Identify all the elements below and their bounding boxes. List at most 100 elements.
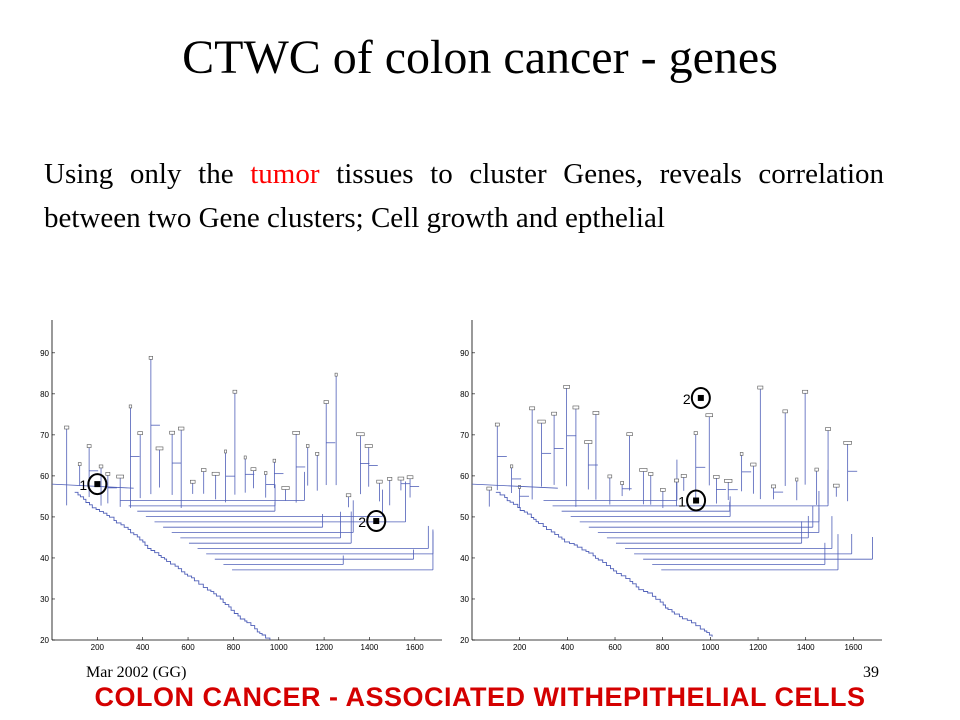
dendrogram-leaf-box [377, 480, 382, 483]
x-tick-label: 1400 [361, 643, 379, 652]
dendrogram-leaf-box [87, 445, 91, 448]
dendrogram-leaf-box [538, 420, 545, 423]
dendrogram-leaf-box [803, 390, 808, 393]
cluster-marker-dot [693, 498, 699, 504]
x-tick-label: 200 [513, 643, 527, 652]
dendrogram-leaf-box [365, 445, 372, 448]
dendrogram-leaf-box [758, 386, 763, 389]
dendrogram-leaf-box [694, 432, 697, 435]
dendrogram-leaf-box [844, 441, 852, 444]
dendrogram-leaf-box [138, 432, 143, 435]
dendrogram-left-plot: 2030405060708090200 400 600 800 1000 1200 1400… [30, 312, 450, 652]
dendrogram-top-link [472, 484, 558, 488]
y-tick-label: 90 [460, 349, 469, 358]
dendrogram-leaf-box [106, 472, 110, 475]
dendrogram-leaf-box [388, 477, 392, 480]
y-tick-label: 30 [460, 595, 469, 604]
dendrogram-leaf-box [316, 452, 319, 455]
dendrogram-right-plot: 20 30 40 50 60 70 80 90 200 400 600 800 1000 1200 1400… [450, 312, 890, 652]
x-tick-label: 800 [227, 643, 241, 652]
dendrogram-leaf-box [564, 385, 570, 388]
dendrogram-leaf-box [706, 414, 713, 417]
dendrogram-leaf-box [357, 433, 365, 436]
footer-banner: COLON CANCER - ASSOCIATED WITHEPITHELIAL… [0, 682, 960, 713]
x-tick-label: 1600 [406, 643, 424, 652]
dendrogram-leaf-box [201, 469, 206, 472]
y-tick-label: 40 [40, 554, 49, 563]
dendrogram-leaf-box [771, 485, 775, 488]
y-tick-label: 90 [40, 349, 49, 358]
dendrogram-leaf-box [649, 472, 653, 475]
x-tick-label: 600 [181, 643, 195, 652]
dendrogram-leaf-box [674, 479, 678, 482]
dendrogram-leaf-box [273, 459, 276, 462]
dendrogram-leaf-box [346, 494, 351, 497]
dendrogram-leaf-box [833, 484, 839, 487]
dendrogram-leaf-box [156, 447, 163, 450]
dendrogram-left: 20 30 40 50 60 70 80 90 200 400 600 800 1000 1200 1400… [30, 312, 450, 652]
y-tick-label: 20 [460, 636, 469, 645]
dendrogram-leaf-box [224, 450, 226, 453]
dendrogram-leaf-box [149, 356, 153, 359]
slide-title: CTWC of colon cancer - genes [0, 30, 960, 85]
y-tick-label: 50 [460, 513, 469, 522]
dendrogram-leaf-box [751, 463, 756, 466]
dendrogram-leaf-box [714, 475, 720, 478]
dendrogram-leaf-box [495, 423, 499, 426]
y-tick-label: 60 [460, 472, 469, 481]
dendrogram-leaf-box [724, 479, 732, 482]
dendrogram-leaf-box [251, 468, 256, 471]
dendrogram-leaf-box [530, 407, 535, 410]
y-tick-label: 80 [460, 390, 469, 399]
cluster-marker-dot [373, 518, 379, 524]
dendrogram-leaf-box [608, 475, 612, 478]
dendrogram-leaf-box [293, 431, 300, 434]
dendrogram-leaf-box [99, 465, 103, 468]
dendrogram-leaf-box [640, 468, 647, 471]
dendrogram-leaf-box [65, 426, 69, 429]
slide-number: 39 [863, 664, 879, 682]
x-tick-label: 400 [561, 643, 575, 652]
footer-date: Mar 2002 (GG) [86, 664, 186, 682]
x-tick-label: 1000 [701, 643, 719, 652]
dendrogram-leaf-box [324, 401, 328, 404]
dendrogram-leaf-box [335, 373, 337, 376]
dendrogram-leaf-box [573, 406, 579, 409]
x-tick-label: 1000 [270, 643, 288, 652]
x-tick-label: 200 [91, 643, 105, 652]
cluster-marker-label: 2 [358, 514, 366, 530]
dendrogram-leaf-box [306, 445, 309, 448]
dendrogram-leaf-box [129, 405, 132, 408]
y-tick-label: 80 [40, 390, 49, 399]
dendrogram-leaf-box [796, 478, 798, 481]
slide-body-text: Using only the tumor tissues to cluster … [44, 152, 884, 240]
dendrogram-leaf-box [170, 431, 175, 434]
y-tick-label: 70 [40, 431, 49, 440]
dendrogram-leaf-box [621, 482, 624, 485]
x-tick-label: 1600 [844, 643, 862, 652]
y-tick-label: 50 [40, 513, 49, 522]
y-tick-label: 60 [40, 472, 49, 481]
cluster-marker-label: 1 [678, 494, 686, 510]
dendrogram-leaf-box [593, 411, 599, 414]
dendrogram-leaf-box [117, 475, 124, 478]
dendrogram-leaf-box [815, 468, 818, 471]
dendrogram-leaf-box [282, 486, 289, 489]
dendrogram-leaf-box [264, 471, 267, 474]
dendrogram-leaf-box [518, 485, 520, 488]
dendrogram-leaf-box [783, 410, 788, 413]
cluster-marker-label: 2 [683, 391, 691, 407]
dendrogram-right: 20 30 40 50 60 70 80 90 200 400 600 800 1000 1200 1400… [450, 312, 890, 652]
x-tick-label: 1200 [749, 643, 767, 652]
y-tick-label: 30 [40, 595, 49, 604]
y-tick-label: 70 [460, 431, 469, 440]
y-tick-label: 40 [460, 554, 469, 563]
dendrogram-leaf-box [178, 427, 184, 430]
dendrogram-leaf-box [407, 476, 413, 479]
dendrogram-leaf-box [681, 474, 686, 477]
dendrogram-leaf-box [190, 480, 195, 483]
dendrogram-leaf-box [398, 477, 404, 480]
dendrogram-leaf-box [627, 433, 633, 436]
dendrogram-leaf-box [585, 441, 592, 444]
x-tick-label: 1200 [315, 643, 333, 652]
